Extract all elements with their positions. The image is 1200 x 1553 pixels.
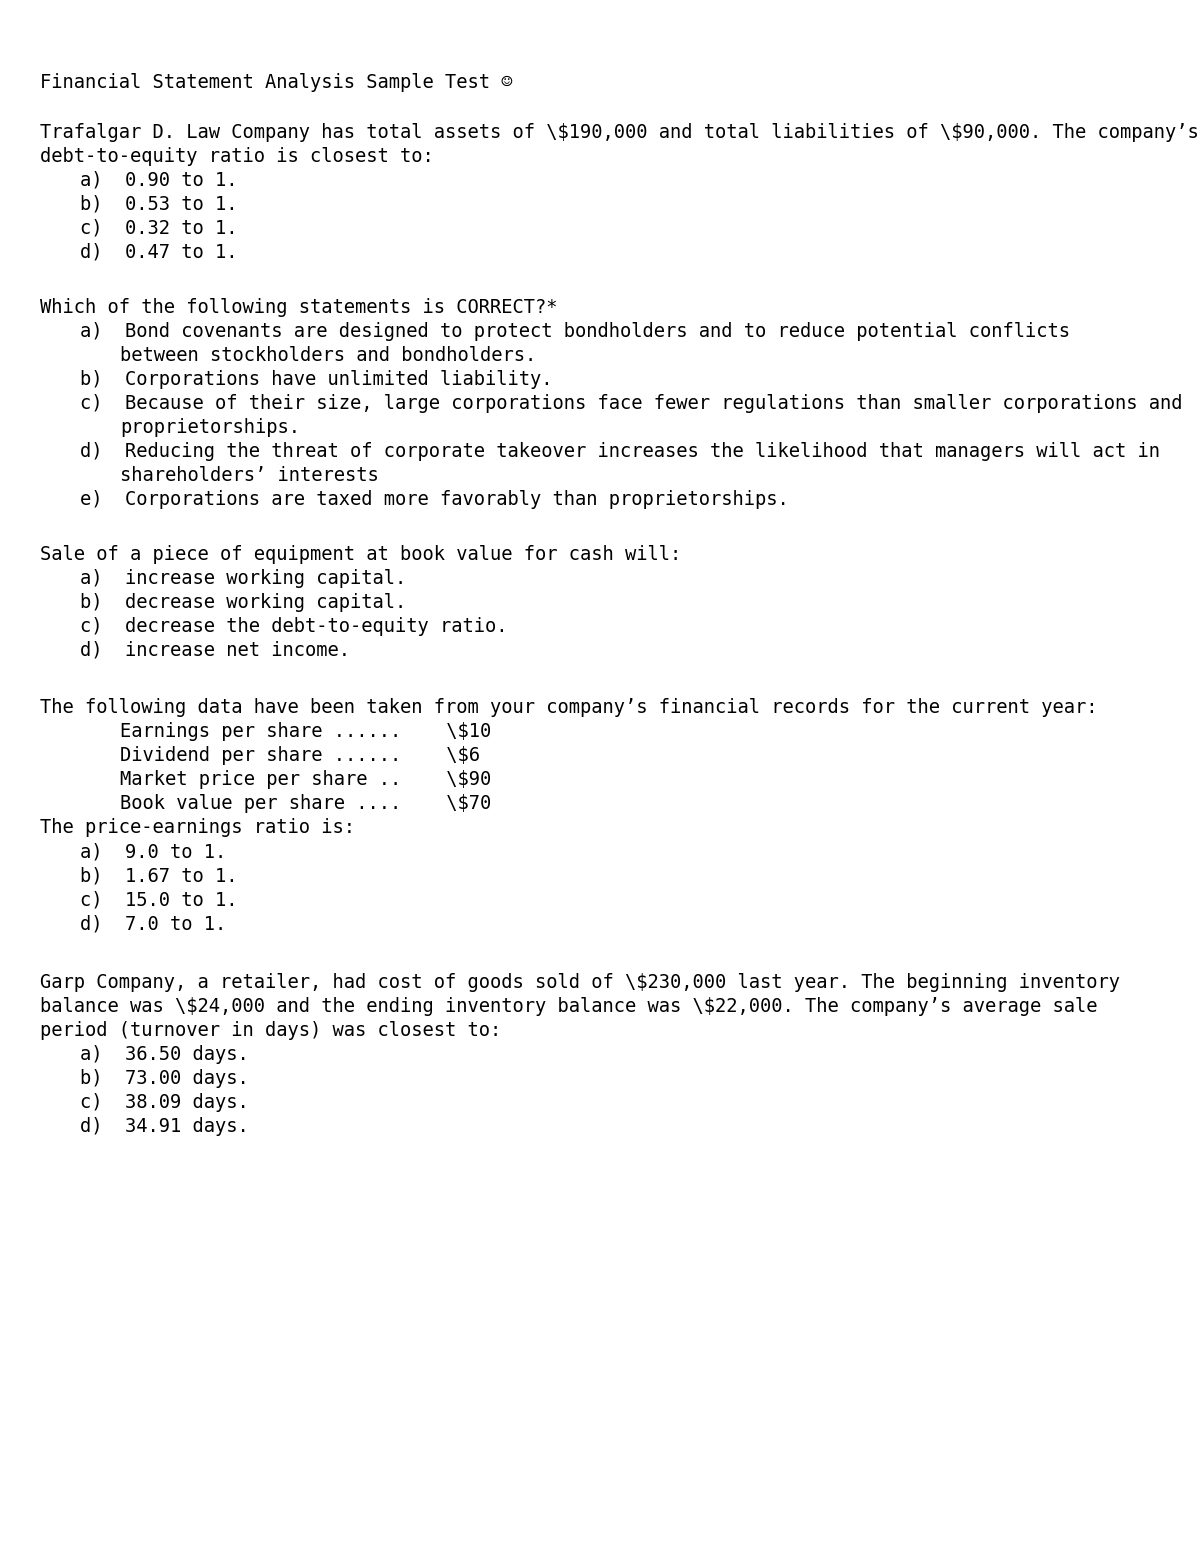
Text: shareholders’ interests: shareholders’ interests <box>120 466 379 485</box>
Text: d)  0.47 to 1.: d) 0.47 to 1. <box>80 242 238 262</box>
Text: Market price per share ..    \$90: Market price per share .. \$90 <box>120 770 491 789</box>
Text: d)  Reducing the threat of corporate takeover increases the likelihood that mana: d) Reducing the threat of corporate take… <box>80 443 1160 461</box>
Text: a)  9.0 to 1.: a) 9.0 to 1. <box>80 842 227 860</box>
Text: c)  decrease the debt-to-equity ratio.: c) decrease the debt-to-equity ratio. <box>80 617 508 637</box>
Text: b)  73.00 days.: b) 73.00 days. <box>80 1068 248 1089</box>
Text: d)  7.0 to 1.: d) 7.0 to 1. <box>80 915 227 933</box>
Text: b)  1.67 to 1.: b) 1.67 to 1. <box>80 867 238 885</box>
Text: Trafalgar D. Law Company has total assets of \$190,000 and total liabilities of : Trafalgar D. Law Company has total asset… <box>40 123 1199 141</box>
Text: a)  0.90 to 1.: a) 0.90 to 1. <box>80 171 238 189</box>
Text: debt-to-equity ratio is closest to:: debt-to-equity ratio is closest to: <box>40 148 433 166</box>
Text: Book value per share ....    \$70: Book value per share .... \$70 <box>120 794 491 814</box>
Text: c)  Because of their size, large corporations face fewer regulations than smalle: c) Because of their size, large corporat… <box>80 394 1182 413</box>
Text: proprietorships.: proprietorships. <box>120 418 300 436</box>
Text: The price-earnings ratio is:: The price-earnings ratio is: <box>40 818 355 837</box>
Text: b)  decrease working capital.: b) decrease working capital. <box>80 593 407 612</box>
Text: period (turnover in days) was closest to:: period (turnover in days) was closest to… <box>40 1020 502 1041</box>
Text: Garp Company, a retailer, had cost of goods sold of \$230,000 last year. The beg: Garp Company, a retailer, had cost of go… <box>40 974 1120 992</box>
Text: b)  Corporations have unlimited liability.: b) Corporations have unlimited liability… <box>80 370 552 388</box>
Text: b)  0.53 to 1.: b) 0.53 to 1. <box>80 196 238 214</box>
Text: a)  Bond covenants are designed to protect bondholders and to reduce potential c: a) Bond covenants are designed to protec… <box>80 321 1070 342</box>
Text: a)  36.50 days.: a) 36.50 days. <box>80 1045 248 1064</box>
Text: between stockholders and bondholders.: between stockholders and bondholders. <box>120 346 536 365</box>
Text: Earnings per share ......    \$10: Earnings per share ...... \$10 <box>120 722 491 741</box>
Text: Dividend per share ......    \$6: Dividend per share ...... \$6 <box>120 745 480 766</box>
Text: Sale of a piece of equipment at book value for cash will:: Sale of a piece of equipment at book val… <box>40 545 682 564</box>
Text: balance was \$24,000 and the ending inventory balance was \$22,000. The company’: balance was \$24,000 and the ending inve… <box>40 997 1098 1016</box>
Text: d)  34.91 days.: d) 34.91 days. <box>80 1117 248 1135</box>
Text: a)  increase working capital.: a) increase working capital. <box>80 568 407 589</box>
Text: d)  increase net income.: d) increase net income. <box>80 641 350 660</box>
Text: Financial Statement Analysis Sample Test ☺: Financial Statement Analysis Sample Test… <box>40 73 512 92</box>
Text: c)  38.09 days.: c) 38.09 days. <box>80 1093 248 1112</box>
Text: c)  0.32 to 1.: c) 0.32 to 1. <box>80 219 238 238</box>
Text: Which of the following statements is CORRECT?*: Which of the following statements is COR… <box>40 298 558 317</box>
Text: c)  15.0 to 1.: c) 15.0 to 1. <box>80 890 238 909</box>
Text: The following data have been taken from your company’s financial records for the: The following data have been taken from … <box>40 697 1098 717</box>
Text: e)  Corporations are taxed more favorably than proprietorships.: e) Corporations are taxed more favorably… <box>80 491 788 509</box>
